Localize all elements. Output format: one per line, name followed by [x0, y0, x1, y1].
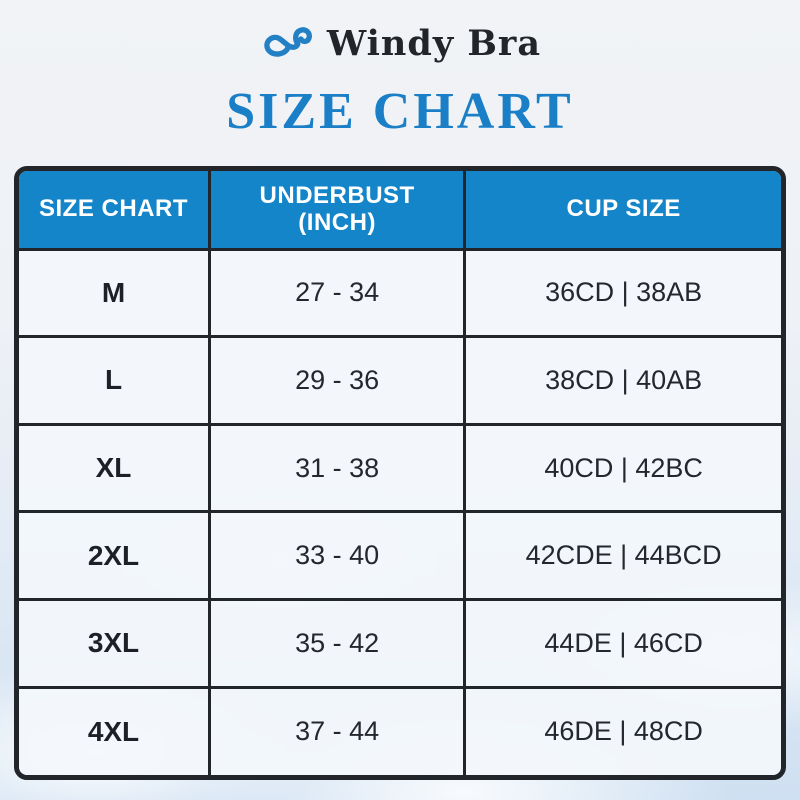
cup-size-cell: 40CD | 42BC: [463, 422, 781, 514]
cup-size-cell: 36CD | 38AB: [463, 247, 781, 339]
col-header-cup-size: CUP SIZE: [463, 171, 781, 251]
size-cell: XL: [19, 422, 211, 514]
page-title: SIZE CHART: [226, 83, 574, 140]
size-cell: 4XL: [19, 685, 211, 775]
underbust-cell: 29 - 36: [207, 335, 467, 426]
size-cell: M: [19, 247, 211, 339]
size-table: SIZE CHART UNDERBUST (INCH) CUP SIZE M 27…: [19, 171, 781, 775]
underbust-cell: 27 - 34: [207, 247, 467, 339]
table-header: SIZE CHART UNDERBUST (INCH) CUP SIZE: [19, 171, 781, 251]
brand-name: Windy Bra: [326, 22, 542, 64]
cup-size-cell: 46DE | 48CD: [463, 685, 781, 775]
underbust-cell: 37 - 44: [207, 685, 467, 775]
table-row: M 27 - 34 36CD | 38AB: [19, 247, 781, 339]
size-cell: L: [19, 335, 211, 426]
table-row: 4XL 37 - 44 46DE | 48CD: [19, 685, 781, 775]
table-row: 3XL 35 - 42 44DE | 46CD: [19, 598, 781, 689]
table-row: L 29 - 36 38CD | 40AB: [19, 335, 781, 426]
size-cell: 2XL: [19, 510, 211, 602]
table-header-row: SIZE CHART UNDERBUST (INCH) CUP SIZE: [19, 171, 781, 251]
brand-header: Windy Bra: [0, 0, 800, 70]
cup-size-cell: 42CDE | 44BCD: [463, 510, 781, 602]
cup-size-cell: 44DE | 46CD: [463, 598, 781, 689]
table-row: XL 31 - 38 40CD | 42BC: [19, 422, 781, 514]
underbust-cell: 35 - 42: [207, 598, 467, 689]
underbust-cell: 31 - 38: [207, 422, 467, 514]
underbust-cell: 33 - 40: [207, 510, 467, 602]
cup-size-cell: 38CD | 40AB: [463, 335, 781, 426]
size-cell: 3XL: [19, 598, 211, 689]
cloud-infinity-icon: [259, 20, 317, 66]
size-chart-table: SIZE CHART UNDERBUST (INCH) CUP SIZE M 27…: [14, 166, 786, 780]
table-row: 2XL 33 - 40 42CDE | 44BCD: [19, 510, 781, 602]
col-header-underbust: UNDERBUST (INCH): [207, 171, 467, 251]
table-body: M 27 - 34 36CD | 38AB L 29 - 36 38CD | 40AB XL…: [19, 247, 781, 775]
col-header-size: SIZE CHART: [19, 171, 211, 251]
